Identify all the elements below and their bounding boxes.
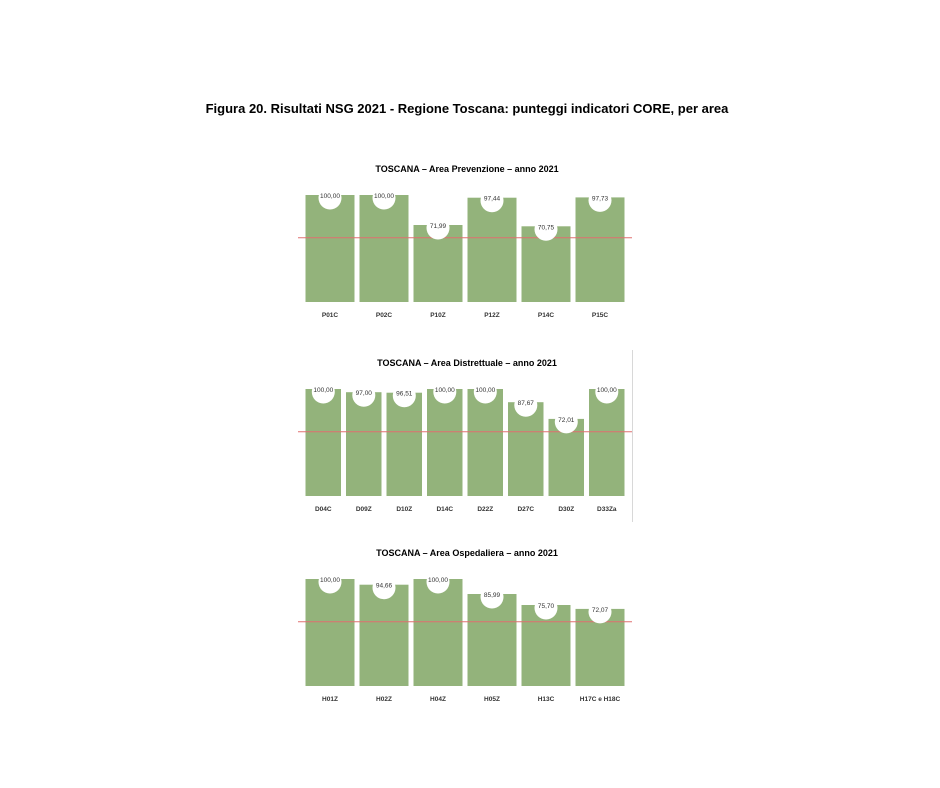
value-label: 70,75 — [538, 224, 555, 231]
category-label: H13C — [538, 696, 555, 703]
bar-P12Z — [467, 197, 517, 302]
value-bubble — [514, 393, 538, 417]
chart-prevenzione: TOSCANA – Area Prevenzione – anno 2021 1… — [297, 158, 633, 323]
bar-H05Z — [467, 594, 517, 686]
bar-D10Z — [386, 392, 422, 496]
value-label: 75,70 — [538, 603, 555, 610]
bar-D27C — [508, 402, 544, 496]
value-label: 100,00 — [374, 193, 394, 200]
value-bubble — [426, 216, 450, 240]
chart-prevenzione-svg: TOSCANA – Area Prevenzione – anno 2021 1… — [298, 164, 632, 319]
category-label: D30Z — [558, 506, 574, 513]
chart-distrettuale: TOSCANA – Area Distrettuale – anno 2021 … — [297, 352, 633, 517]
value-label: 87,67 — [518, 400, 535, 407]
value-bubble — [480, 585, 504, 609]
bar-H02Z — [359, 584, 409, 686]
value-label: 100,00 — [313, 387, 333, 394]
value-label: 100,00 — [320, 577, 340, 584]
value-bubble — [473, 380, 497, 404]
bar-H04Z — [413, 579, 463, 686]
panel-divider — [632, 350, 633, 522]
chart-ospedaliera-svg: TOSCANA – Area Ospedaliera – anno 2021 1… — [298, 548, 632, 703]
category-label: D14C — [436, 506, 453, 513]
bar-P01C — [305, 195, 355, 302]
value-label: 100,00 — [320, 193, 340, 200]
value-bubble — [588, 188, 612, 212]
value-label: 97,00 — [356, 390, 373, 397]
value-bubble — [534, 217, 558, 241]
value-label: 96,51 — [396, 391, 413, 398]
value-label: 100,00 — [475, 387, 495, 394]
value-bubble — [392, 384, 416, 408]
bar-D04C — [305, 389, 341, 496]
value-bubble — [352, 383, 376, 407]
category-label: P15C — [592, 312, 609, 319]
value-label: 71,99 — [430, 223, 447, 230]
chart-title: TOSCANA – Area Prevenzione – anno 2021 — [375, 164, 558, 174]
category-label: D09Z — [356, 506, 372, 513]
bar-D33Za — [589, 389, 625, 496]
value-bubble — [318, 570, 342, 594]
value-bubble — [595, 380, 619, 404]
value-label: 100,00 — [428, 577, 448, 584]
bar-H01Z — [305, 579, 355, 686]
value-bubble — [588, 600, 612, 624]
value-label: 72,07 — [592, 607, 609, 614]
category-label: P10Z — [430, 312, 446, 319]
category-label: D27C — [517, 506, 534, 513]
value-label: 100,00 — [597, 387, 617, 394]
chart-distrettuale-svg: TOSCANA – Area Distrettuale – anno 2021 … — [298, 358, 632, 513]
value-bubble — [372, 186, 396, 210]
bar-D14C — [427, 389, 463, 496]
value-bubble — [372, 576, 396, 600]
category-label: D33Za — [597, 506, 617, 513]
value-bubble — [311, 380, 335, 404]
bar-D09Z — [346, 392, 382, 496]
chart-ospedaliera: TOSCANA – Area Ospedaliera – anno 2021 1… — [297, 542, 633, 707]
category-label: H01Z — [322, 696, 338, 703]
bar-D22Z — [467, 389, 503, 496]
value-label: 97,44 — [484, 196, 501, 203]
category-label: P12Z — [484, 312, 500, 319]
bar-P15C — [575, 197, 625, 302]
figure-title: Figura 20. Risultati NSG 2021 - Regione … — [205, 101, 729, 116]
value-bubble — [426, 570, 450, 594]
category-label: P01C — [322, 312, 339, 319]
category-label: P02C — [376, 312, 393, 319]
category-label: D22Z — [477, 506, 493, 513]
chart-title: TOSCANA – Area Distrettuale – anno 2021 — [377, 358, 557, 368]
bar-P02C — [359, 195, 409, 302]
category-label: D04C — [315, 506, 332, 513]
value-bubble — [480, 189, 504, 213]
value-bubble — [554, 410, 578, 434]
value-label: 94,66 — [376, 583, 393, 590]
category-label: H02Z — [376, 696, 392, 703]
category-label: D10Z — [396, 506, 412, 513]
value-label: 97,73 — [592, 195, 609, 202]
value-label: 85,99 — [484, 592, 501, 599]
category-label: H05Z — [484, 696, 500, 703]
value-label: 72,01 — [558, 417, 575, 424]
value-bubble — [433, 380, 457, 404]
value-bubble — [534, 596, 558, 620]
value-bubble — [318, 186, 342, 210]
category-label: H04Z — [430, 696, 446, 703]
value-label: 100,00 — [435, 387, 455, 394]
category-label: P14C — [538, 312, 555, 319]
chart-title: TOSCANA – Area Ospedaliera – anno 2021 — [376, 548, 558, 558]
category-label: H17C e H18C — [580, 696, 621, 703]
